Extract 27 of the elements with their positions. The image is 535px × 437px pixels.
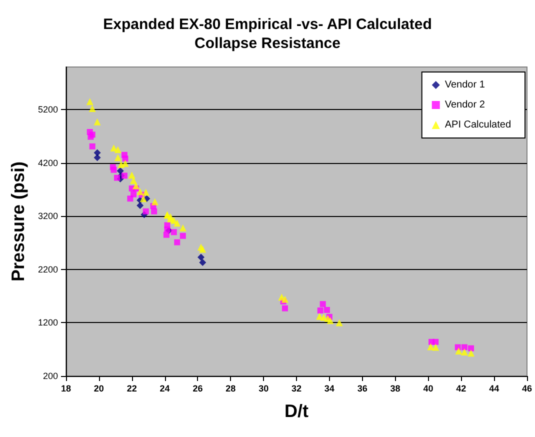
x-tick-label: 40: [423, 384, 434, 394]
x-tick-label: 20: [94, 384, 104, 394]
x-tick-label: 26: [192, 384, 203, 394]
legend-label: API Calculated: [444, 120, 512, 130]
x-tick-label: 36: [357, 384, 368, 394]
legend-label: Vendor 2: [444, 100, 486, 110]
x-tick-label: 28: [226, 384, 236, 394]
y-tick-label: 5200: [38, 104, 58, 115]
x-tick-label: 44: [489, 384, 500, 394]
y-tick-label: 3200: [38, 211, 58, 222]
chart-title: Expanded EX-80 Empirical -vs- API Calculated Collapse Resistance: [103, 16, 432, 52]
x-tick-label: 38: [390, 384, 400, 394]
x-tick-label: 46: [522, 384, 532, 394]
y-tick-label: 2200: [38, 264, 58, 274]
x-tick-label: 22: [126, 384, 137, 394]
x-tick-label: 34: [324, 384, 334, 394]
x-tick-label: 30: [258, 384, 269, 394]
legend-label: Vendor 1: [444, 80, 486, 90]
y-tick-label: 1200: [38, 318, 58, 328]
y-tick-label: 200: [42, 371, 58, 381]
y-tick-label: 4200: [38, 158, 58, 168]
x-tick-label: 18: [60, 384, 72, 394]
y-axis-title: Pressure (psi): [8, 161, 28, 282]
x-tick-label: 32: [291, 384, 302, 394]
x-tick-label: 24: [160, 384, 170, 394]
x-tick-label: 42: [456, 384, 466, 394]
x-axis-title: D/t: [284, 401, 308, 421]
